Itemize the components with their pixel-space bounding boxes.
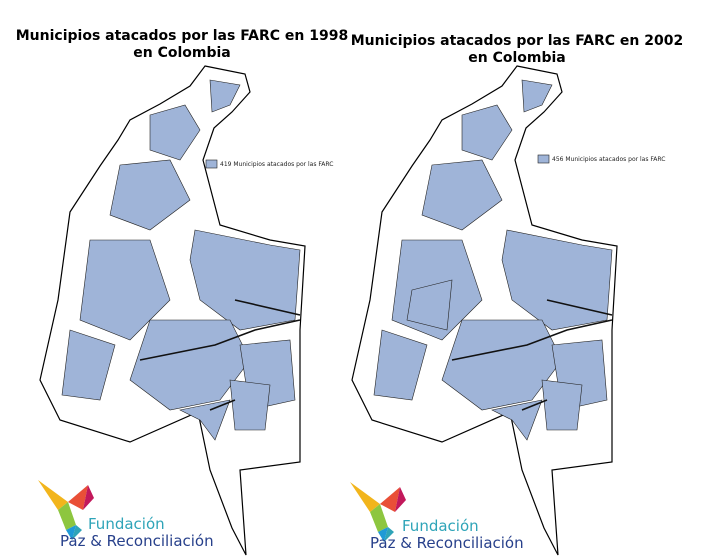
map-title: Municipios atacados por las FARC en 2002 xyxy=(351,33,683,49)
logo-text: Paz & Reconciliación xyxy=(60,532,214,550)
logo-text: Fundación xyxy=(402,517,479,535)
legend-label: 456 Municipios atacados por las FARC xyxy=(552,156,665,163)
logo-text: Fundación xyxy=(88,515,165,533)
logo-text: Paz & Reconciliación xyxy=(370,534,524,552)
map-title: en Colombia xyxy=(133,45,231,61)
legend-swatch xyxy=(537,154,550,164)
attacked-area xyxy=(406,279,453,331)
map-1998: Municipios atacados por las FARC en 1998… xyxy=(16,28,348,556)
logo-icon xyxy=(38,480,94,540)
legend-label: 419 Municipios atacados por las FARC xyxy=(220,161,333,168)
legend-swatch xyxy=(205,159,218,169)
map-2002: Municipios atacados por las FARC en 2002… xyxy=(350,33,683,556)
logo-icon xyxy=(350,482,406,542)
map-title: en Colombia xyxy=(468,50,566,66)
map-title: Municipios atacados por las FARC en 1998 xyxy=(16,28,348,44)
